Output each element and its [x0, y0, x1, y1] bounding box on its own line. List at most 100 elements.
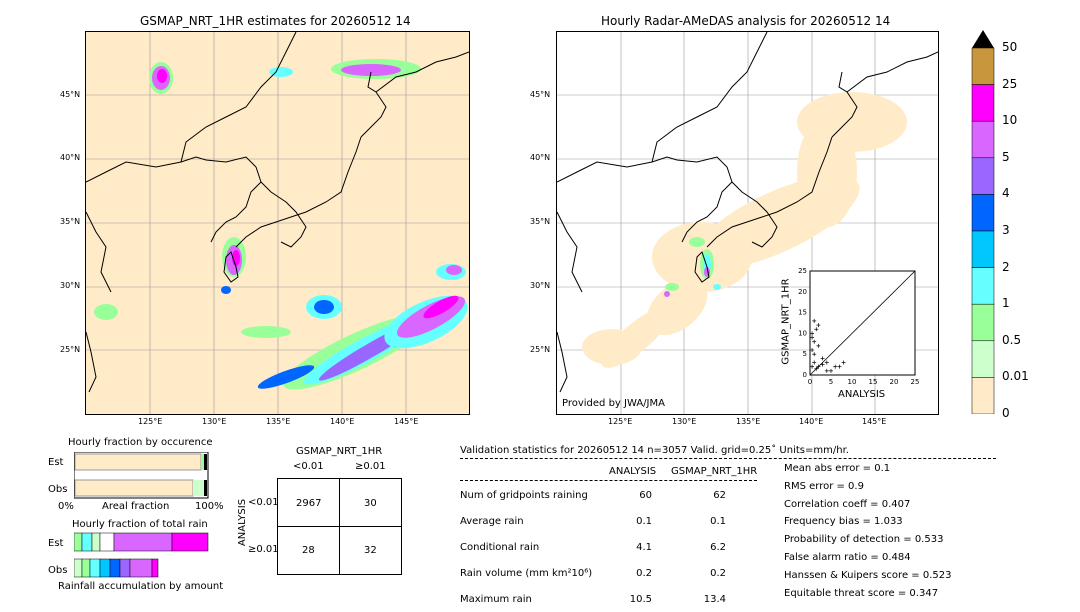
scatter-point: [810, 364, 815, 369]
left-lat-tick: 45°N: [60, 90, 81, 99]
scatter-xtick: 0: [808, 378, 812, 386]
contingency-row-ge: ≥0.01: [248, 544, 279, 555]
provided-by-label: Provided by JWA/JMA: [562, 398, 665, 409]
scatter-point: [816, 343, 821, 348]
scatter-point: [810, 331, 815, 336]
validation-row-label: Conditional rain: [460, 542, 540, 553]
contingency-row-lt: <0.01: [248, 497, 279, 508]
rain-bar-est: [73, 532, 209, 552]
scatter-xtick: 15: [869, 378, 878, 386]
scatter-xtick: 25: [911, 378, 920, 386]
validation-analysis-value: 0.2: [636, 568, 652, 579]
validation-analysis-value: 10.5: [629, 594, 652, 605]
left-lon-tick: 125°E: [138, 417, 163, 426]
left-map: [85, 31, 470, 415]
scatter-point: [812, 339, 817, 344]
contingency-table: 2967 30 28 32: [277, 478, 402, 575]
colorbar-extend-arrow: [972, 30, 994, 48]
validation-gsmap-value: 13.4: [703, 594, 726, 605]
colorbar-tick-label: 3: [1002, 223, 1010, 237]
colorbar-tick-label: 5: [1002, 149, 1010, 164]
colorbar-segment: [971, 230, 995, 268]
colorbar-tick-label: 50: [1002, 40, 1018, 54]
occurrence-axis-mid: Areal fraction: [102, 501, 170, 512]
left-lon-tick: 135°E: [266, 417, 291, 426]
scatter-xtick: 20: [890, 378, 899, 386]
scatter-point: [816, 323, 821, 328]
inset-xlabel: ANALYSIS: [838, 389, 886, 400]
validation-score: Correlation coeff = 0.407: [784, 498, 911, 510]
occurrence-title: Hourly fraction by occurence: [68, 437, 213, 448]
validation-row-label: Num of gridpoints raining: [460, 490, 588, 501]
validation-header: Validation statistics for 20260512 14 n=…: [460, 445, 849, 456]
radar-coverage: [582, 92, 907, 368]
scatter-point: [812, 318, 817, 323]
colorbar-tick-label: 4: [1002, 186, 1010, 201]
left-lon-tick: 145°E: [394, 417, 419, 426]
right-coastlines: [557, 32, 938, 393]
colorbar: [970, 30, 996, 415]
scatter-point: [820, 362, 825, 367]
occurrence-row-est: Est: [48, 457, 64, 468]
scatter-point: [841, 360, 846, 365]
colorbar-segment: [971, 84, 995, 122]
validation-row-label: Rain volume (mm km²10⁶): [460, 568, 593, 579]
validation-header-rule: [460, 458, 996, 459]
scatter-point: [837, 364, 842, 369]
validation-gsmap-value: 0.1: [710, 516, 726, 527]
right-lat-tick: 45°N: [530, 90, 551, 99]
validation-score: Hanssen & Kuipers score = 0.523: [784, 569, 952, 581]
scatter-ytick: 15: [798, 309, 807, 317]
rain-fraction-footer: Rainfall accumulation by amount: [58, 581, 224, 592]
scatter-ytick: 10: [798, 329, 807, 337]
validation-gsmap-value: 62: [713, 490, 726, 501]
right-lat-tick: 25°N: [530, 345, 551, 354]
contingency-cell: 30: [364, 498, 377, 509]
validation-analysis-value: 4.1: [636, 542, 652, 553]
scatter-point: [810, 348, 815, 353]
colorbar-segment: [971, 303, 995, 342]
validation-gsmap-value: 6.2: [710, 542, 726, 553]
scatter-point: [812, 352, 817, 357]
validation-score: RMS error = 0.9: [784, 480, 864, 492]
contingency-row-axis: ANALYSIS: [237, 498, 249, 547]
validation-col-gsmap: GSMAP_NRT_1HR: [671, 466, 758, 477]
rain-row-obs: Obs: [48, 565, 68, 576]
right-map-svg: [557, 32, 938, 414]
colorbar-tick-label: 0: [1002, 406, 1010, 420]
right-lat-tick: 30°N: [530, 281, 551, 290]
left-lon-tick: 140°E: [330, 417, 355, 426]
left-lat-tick: 35°N: [60, 217, 81, 226]
occurrence-axis-left: 0%: [58, 501, 74, 512]
occurrence-svg: [73, 451, 209, 499]
occurrence-bar-est-rain: [201, 454, 204, 470]
rain-bar-obs: [73, 558, 159, 578]
right-lon-tick: 135°E: [736, 417, 761, 426]
colorbar-segment: [971, 340, 995, 378]
rain-fraction-svg: [73, 532, 209, 578]
scatter-point: [833, 364, 838, 369]
contingency-hline: [278, 526, 401, 527]
scatter-point: [824, 360, 829, 365]
occurrence-bar-est-strong: [204, 454, 207, 470]
scatter-point: [829, 368, 833, 373]
inset-ylabel: GSMAP_NRT_1HR: [780, 278, 792, 365]
right-map-title: Hourly Radar-AMeDAS analysis for 2026051…: [601, 14, 891, 28]
occurrence-axis-right: 100%: [195, 501, 224, 512]
right-lon-tick: 140°E: [799, 417, 824, 426]
scatter-point: [824, 368, 829, 373]
validation-score: False alarm ratio = 0.484: [784, 552, 911, 563]
validation-score: Probability of detection = 0.533: [784, 534, 944, 546]
left-map-svg: [86, 32, 469, 414]
scatter-ytick: 5: [803, 350, 807, 358]
colorbar-tick-label: 0.01: [1002, 369, 1029, 384]
validation-analysis-value: 0.1: [636, 516, 652, 527]
rain-row-est: Est: [48, 538, 64, 549]
validation-score: Equitable threat score = 0.347: [784, 587, 939, 599]
left-map-title: GSMAP_NRT_1HR estimates for 20260512 14: [140, 14, 411, 28]
occurrence-bar-obs: [74, 479, 194, 497]
left-lat-tick: 30°N: [60, 281, 81, 290]
occurrence-chart: [73, 451, 209, 499]
colorbar-segment: [971, 194, 995, 232]
contingency-col-lt: <0.01: [293, 461, 324, 472]
